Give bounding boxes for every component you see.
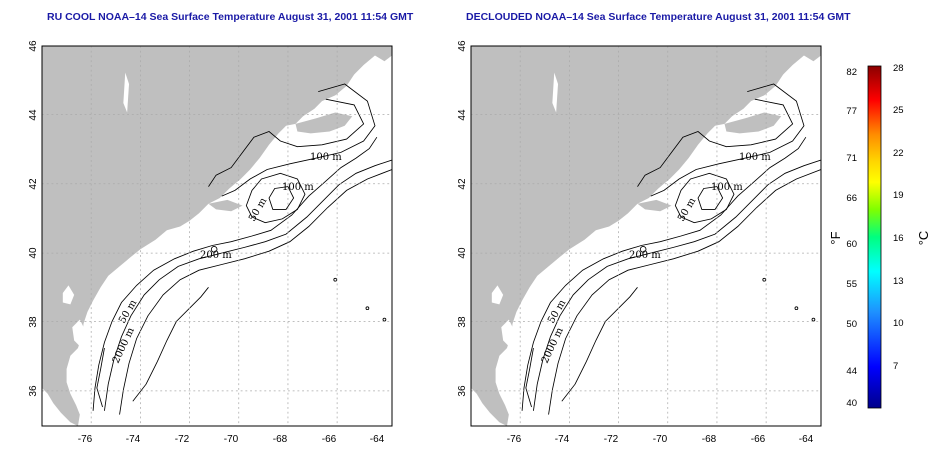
- map-area-right: [471, 46, 821, 426]
- y-tick: 38: [28, 316, 39, 328]
- y-tick: 44: [457, 109, 468, 121]
- contour-label-100m-b: 100 m: [711, 182, 743, 193]
- fahrenheit-tick: 77: [846, 106, 857, 117]
- fahrenheit-tick: 44: [846, 366, 857, 377]
- map-title-right: DECLOUDED NOAA–14 Sea Surface Temperatur…: [466, 11, 851, 23]
- map-area-left: [42, 46, 392, 426]
- fahrenheit-tick: 40: [846, 398, 857, 409]
- x-tick: -70: [653, 434, 668, 445]
- y-tick: 42: [457, 178, 468, 190]
- celsius-tick: 19: [893, 190, 904, 201]
- map-panel-right: 100 m 100 m 50 m 200 m 50 m 2000 m -76 -…: [457, 40, 822, 445]
- y-tick: 40: [28, 247, 39, 259]
- x-tick: -66: [322, 434, 337, 445]
- celsius-tick: 16: [893, 233, 904, 244]
- celsius-unit-label: °C: [916, 231, 931, 246]
- gridlines-left: [42, 46, 392, 426]
- y-tick: 40: [457, 247, 468, 259]
- fahrenheit-unit-label: °F: [828, 231, 843, 244]
- y-tick: 44: [28, 109, 39, 121]
- map-panel-left: 100 m 100 m 50 m 200 m 50 m 2000 m -76 -…: [28, 40, 393, 445]
- y-tick: 38: [457, 316, 468, 328]
- fahrenheit-tick: 60: [846, 239, 857, 250]
- x-tick: -76: [78, 434, 93, 445]
- colorbar-celsius-ticks: 28 25 22 19 16 13 10 7: [893, 63, 904, 372]
- y-axis-right: 46 44 42 40 38 36: [457, 40, 468, 397]
- contour-label-100m-a: 100 m: [739, 152, 771, 163]
- x-tick: -70: [224, 434, 239, 445]
- x-tick: -66: [751, 434, 766, 445]
- y-tick: 36: [28, 385, 39, 397]
- y-axis-left: 46 44 42 40 38 36: [28, 40, 39, 397]
- celsius-tick: 10: [893, 318, 904, 329]
- x-axis-right: -76 -74 -72 -70 -68 -66 -64: [507, 434, 814, 445]
- contour-label-200m: 200 m: [629, 250, 661, 261]
- celsius-tick: 25: [893, 105, 904, 116]
- x-tick: -72: [604, 434, 619, 445]
- y-tick: 46: [457, 40, 468, 52]
- y-tick: 36: [457, 385, 468, 397]
- celsius-tick: 28: [893, 63, 904, 74]
- x-tick: -72: [175, 434, 190, 445]
- celsius-tick: 13: [893, 276, 904, 287]
- temperature-colorbar: 82 77 71 66 60 55 50 44 40 28 25 22 19 1…: [828, 63, 931, 409]
- contour-label-200m: 200 m: [200, 250, 232, 261]
- x-tick: -76: [507, 434, 522, 445]
- colorbar-gradient: [867, 65, 882, 409]
- x-tick: -74: [555, 434, 570, 445]
- x-tick: -64: [799, 434, 814, 445]
- fahrenheit-tick: 55: [846, 279, 857, 290]
- celsius-tick: 7: [893, 361, 898, 372]
- colorbar-fahrenheit-ticks: 82 77 71 66 60 55 50 44 40: [846, 67, 857, 409]
- fahrenheit-tick: 50: [846, 319, 857, 330]
- contour-label-100m-b: 100 m: [282, 182, 314, 193]
- fahrenheit-tick: 82: [846, 67, 857, 78]
- x-tick: -64: [370, 434, 385, 445]
- x-tick: -74: [126, 434, 141, 445]
- fahrenheit-tick: 71: [846, 153, 857, 164]
- y-tick: 46: [28, 40, 39, 52]
- y-tick: 42: [28, 178, 39, 190]
- contour-label-100m-a: 100 m: [310, 152, 342, 163]
- x-tick: -68: [702, 434, 717, 445]
- celsius-tick: 22: [893, 148, 904, 159]
- x-tick: -68: [273, 434, 288, 445]
- gridlines-right: [471, 46, 821, 426]
- map-title-left: RU COOL NOAA–14 Sea Surface Temperature …: [47, 11, 414, 23]
- fahrenheit-tick: 66: [846, 193, 857, 204]
- x-axis-left: -76 -74 -72 -70 -68 -66 -64: [78, 434, 385, 445]
